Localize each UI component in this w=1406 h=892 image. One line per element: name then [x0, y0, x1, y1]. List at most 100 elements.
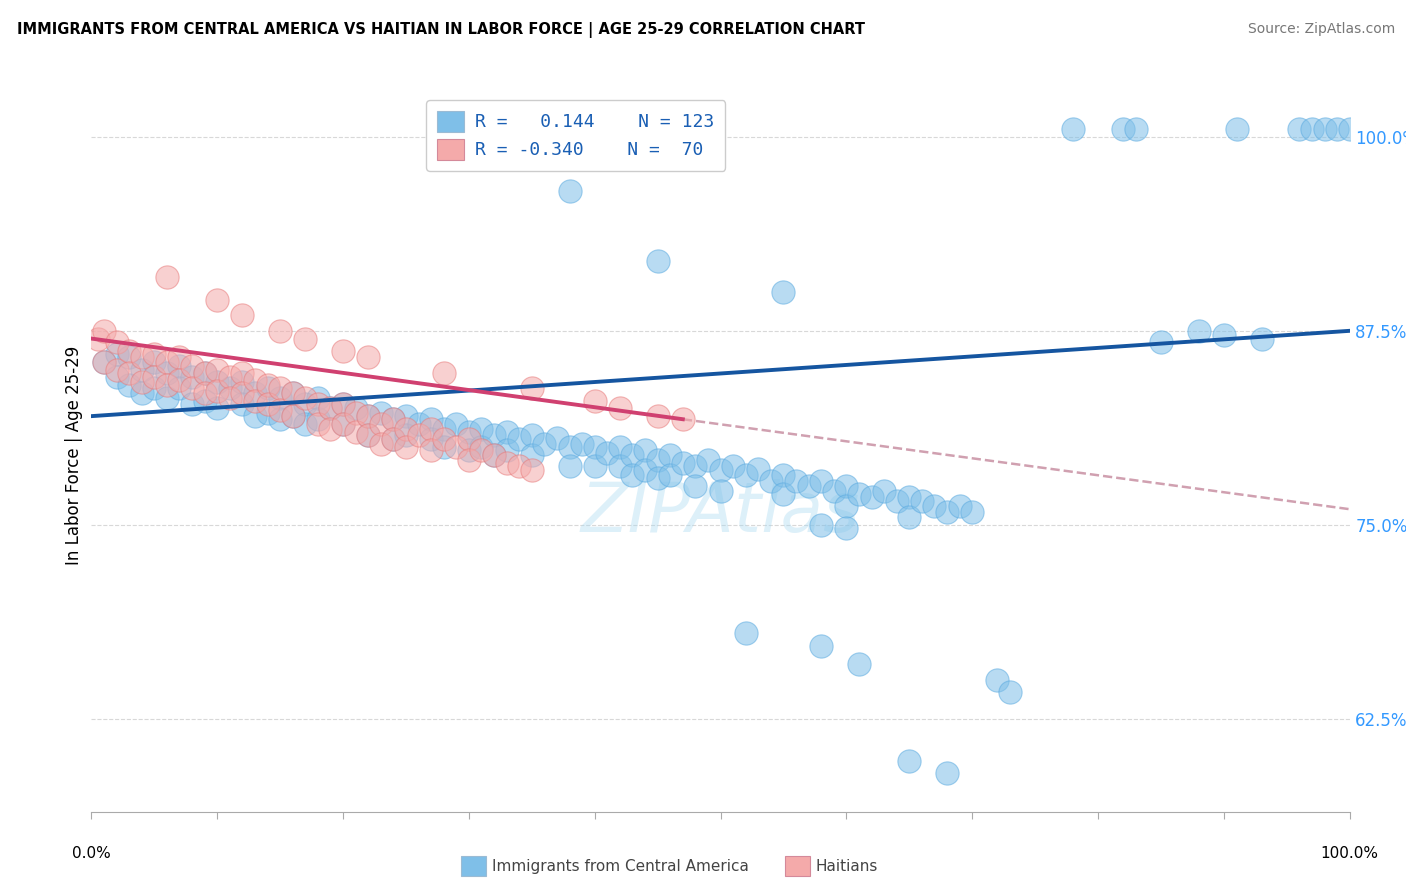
Point [810, 639, 832, 653]
Point [194, 393, 217, 408]
Point [370, 437, 392, 451]
Point [118, 378, 141, 392]
Point [269, 403, 291, 417]
Point [382, 412, 405, 426]
Point [734, 468, 756, 483]
Point [319, 401, 342, 416]
Point [936, 766, 959, 780]
Point [634, 443, 657, 458]
Point [886, 494, 908, 508]
Point [294, 332, 316, 346]
Point [344, 425, 367, 439]
Text: 100.0%: 100.0% [1320, 846, 1379, 861]
Point [898, 510, 921, 524]
Point [131, 350, 153, 364]
Point [495, 425, 517, 439]
Point [911, 494, 934, 508]
Point [949, 499, 972, 513]
Point [772, 486, 794, 500]
Point [772, 285, 794, 299]
Text: Immigrants from Central America: Immigrants from Central America [492, 859, 749, 873]
Point [357, 409, 380, 424]
Text: 0.0%: 0.0% [72, 846, 111, 861]
Y-axis label: In Labor Force | Age 25-29: In Labor Force | Age 25-29 [65, 345, 83, 565]
Point [1112, 122, 1135, 136]
Point [357, 427, 380, 442]
Point [181, 359, 204, 374]
Point [446, 440, 468, 454]
Point [105, 362, 128, 376]
Point [721, 458, 744, 473]
Point [647, 409, 669, 424]
Point [86, 332, 108, 346]
Point [596, 446, 619, 460]
Point [281, 409, 304, 424]
Point [1062, 122, 1084, 136]
Point [823, 483, 845, 498]
Point [231, 397, 253, 411]
Point [659, 448, 682, 462]
Point [420, 412, 443, 426]
Point [332, 397, 354, 411]
Point [156, 378, 179, 392]
Point [621, 448, 644, 462]
Point [344, 401, 367, 416]
Point [647, 471, 669, 485]
Point [457, 425, 479, 439]
Point [105, 347, 128, 361]
Point [256, 381, 278, 395]
Point [408, 417, 430, 431]
Point [205, 384, 228, 399]
Point [231, 385, 253, 400]
Point [482, 427, 505, 442]
Point [609, 440, 631, 454]
Point [558, 458, 581, 473]
Point [835, 499, 858, 513]
Point [294, 397, 316, 411]
Point [860, 490, 883, 504]
Point [1188, 324, 1211, 338]
Point [1301, 122, 1323, 136]
Point [156, 269, 179, 284]
Point [131, 385, 153, 400]
Point [520, 448, 543, 462]
Point [433, 433, 456, 447]
Point [269, 324, 291, 338]
Point [1339, 122, 1361, 136]
Point [520, 427, 543, 442]
Point [93, 355, 115, 369]
Point [143, 347, 166, 361]
Point [936, 505, 959, 519]
Point [1125, 122, 1147, 136]
Point [759, 475, 782, 489]
Point [848, 486, 870, 500]
Point [873, 483, 896, 498]
Point [344, 406, 367, 420]
Point [307, 391, 329, 405]
Point [898, 754, 921, 768]
Point [395, 440, 418, 454]
Point [470, 440, 492, 454]
Point [118, 350, 141, 364]
Point [470, 443, 492, 458]
Point [395, 427, 418, 442]
Point [1313, 122, 1336, 136]
Point [169, 350, 191, 364]
Point [583, 393, 606, 408]
Point [256, 378, 278, 392]
Point [1326, 122, 1348, 136]
Point [835, 521, 858, 535]
Point [169, 359, 191, 374]
Point [482, 448, 505, 462]
Point [634, 463, 657, 477]
Point [231, 308, 253, 322]
Point [332, 397, 354, 411]
Point [772, 468, 794, 483]
Point [470, 421, 492, 435]
Point [546, 431, 568, 445]
Point [685, 458, 707, 473]
Point [408, 427, 430, 442]
Point [810, 517, 832, 532]
Point [647, 452, 669, 467]
Text: IMMIGRANTS FROM CENTRAL AMERICA VS HAITIAN IN LABOR FORCE | AGE 25-29 CORRELATIO: IMMIGRANTS FROM CENTRAL AMERICA VS HAITI… [17, 22, 865, 38]
